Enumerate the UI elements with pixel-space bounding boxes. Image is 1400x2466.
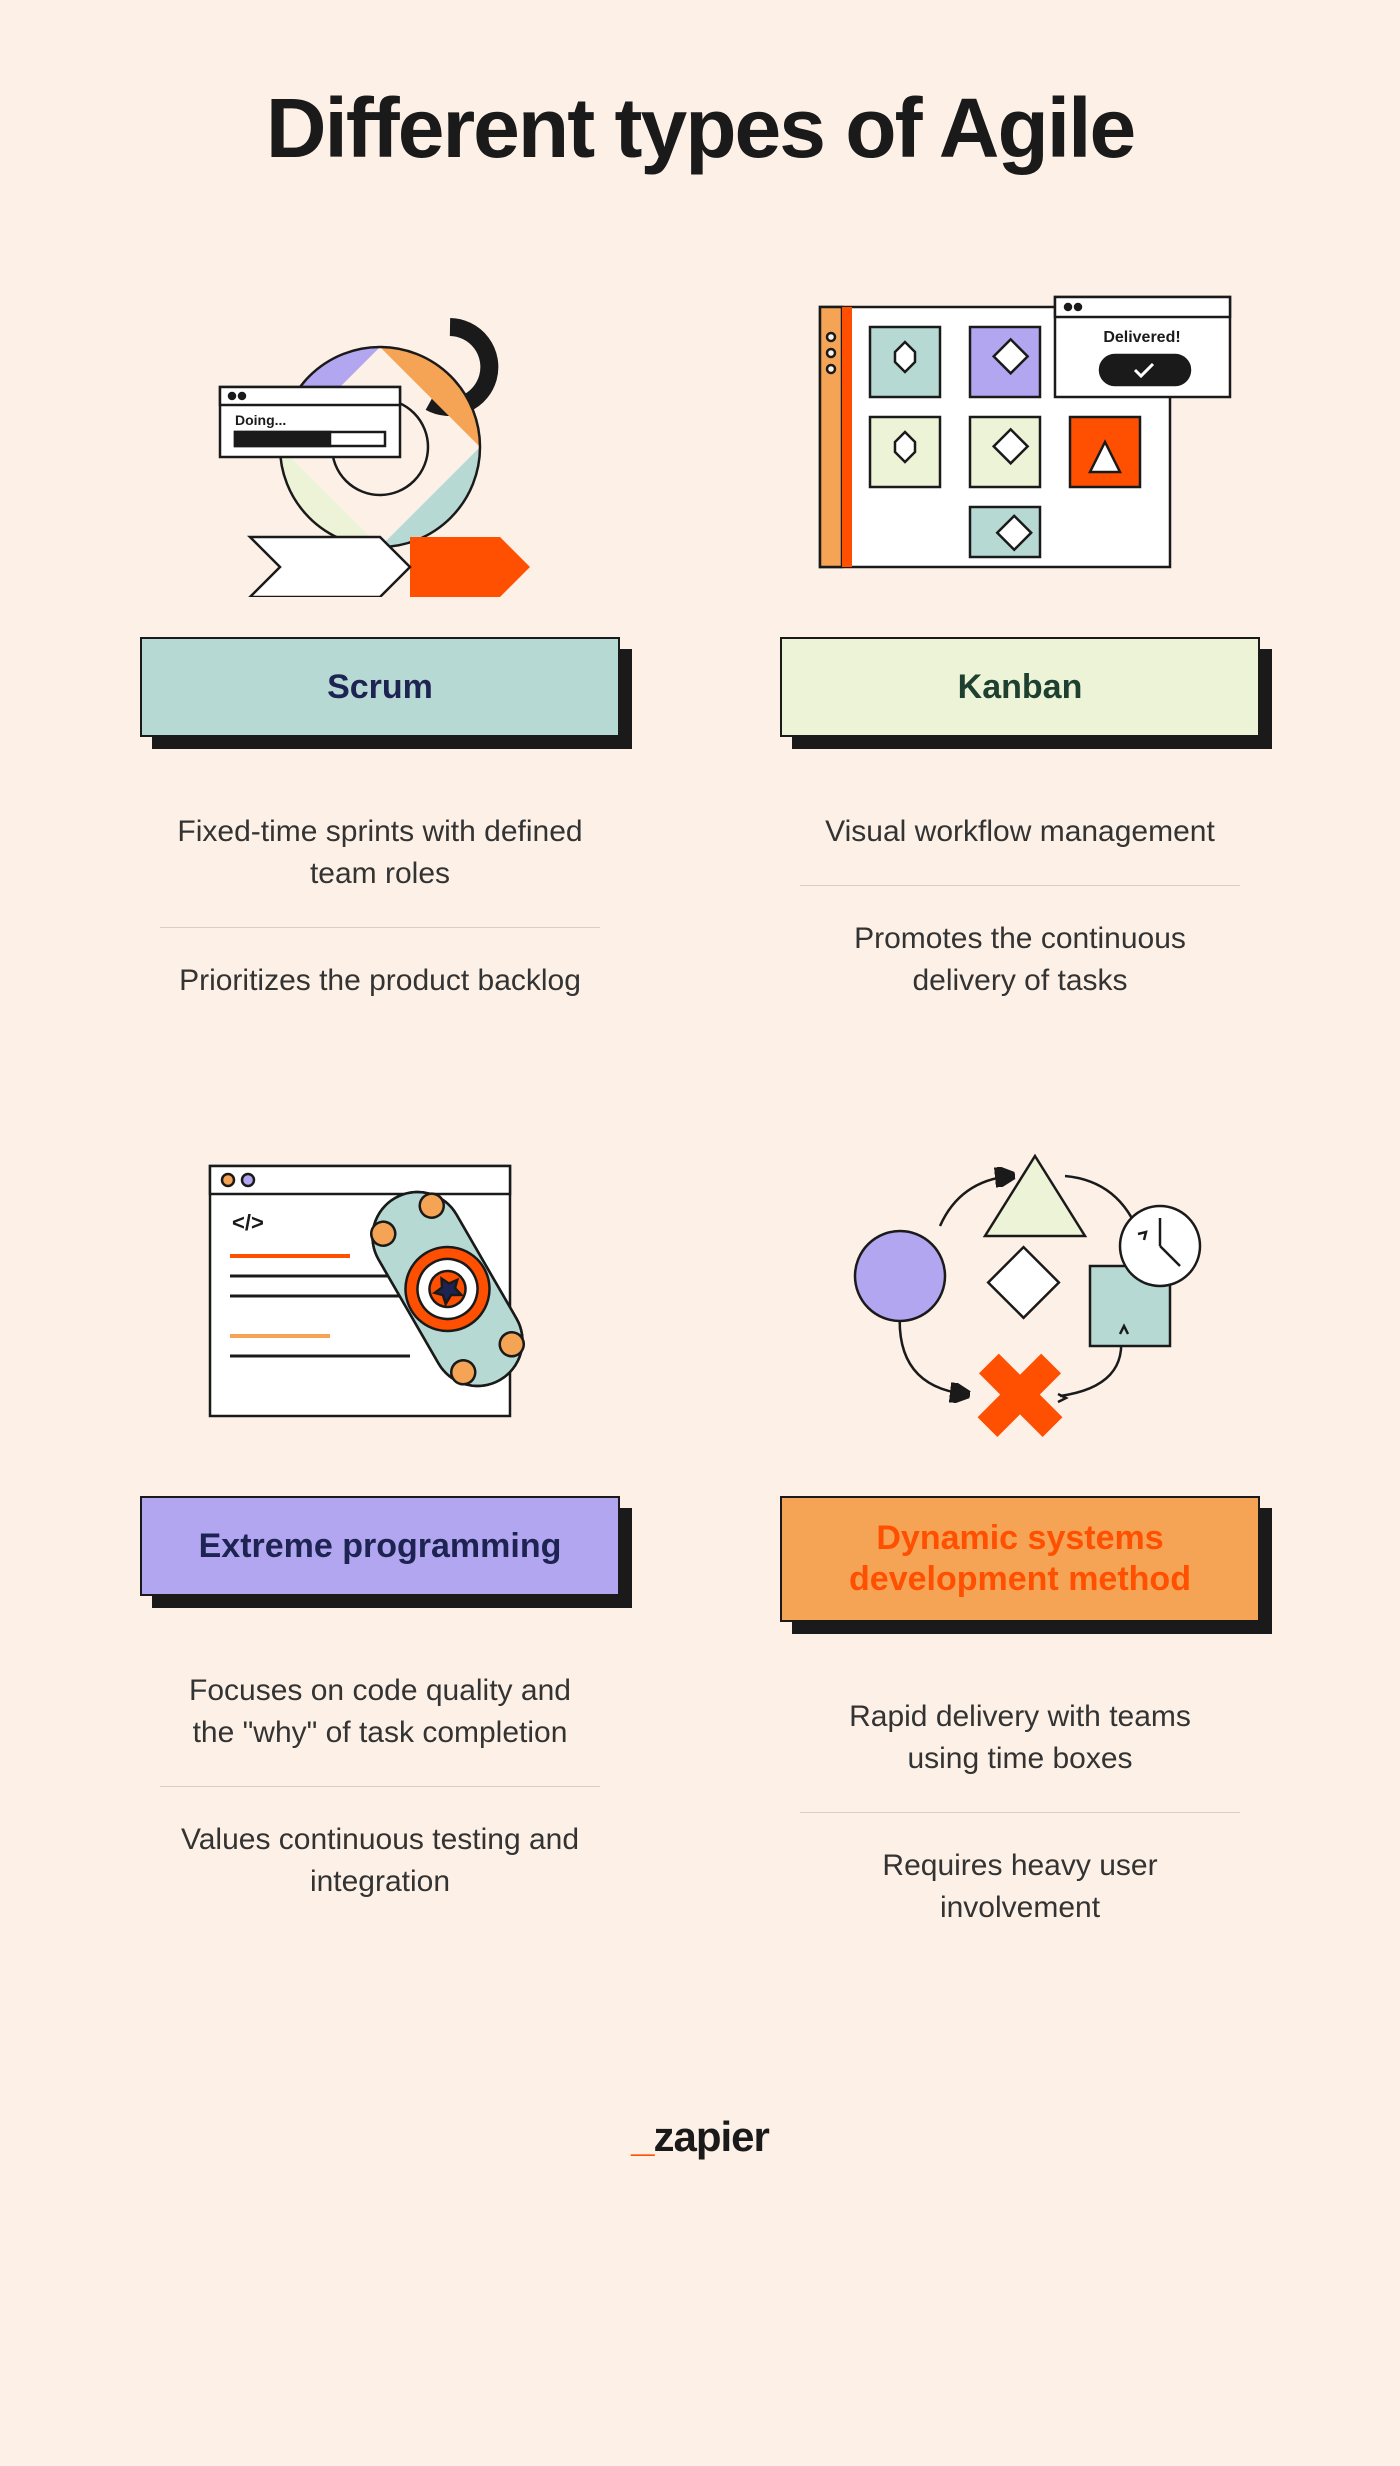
divider: [800, 1812, 1240, 1813]
divider: [800, 885, 1240, 886]
point-text: Visual workflow management: [800, 787, 1240, 877]
card-xp: </> Extreme programming Focuses on code …: [100, 1126, 660, 1953]
point-text: Prioritizes the product backlog: [160, 936, 600, 1026]
point-text: Promotes the continuous delivery of task…: [800, 894, 1240, 1026]
kanban-points: Visual workflow management Promotes the …: [800, 787, 1240, 1026]
cards-grid: Doing... Scrum Fixed-time sprints with d…: [100, 267, 1300, 1953]
scrum-label: Scrum: [140, 637, 620, 737]
page-title: Different types of Agile: [100, 80, 1300, 177]
brand-underscore: _: [631, 2113, 653, 2160]
card-dsdm: Dynamic systems development method Rapid…: [740, 1126, 1300, 1953]
dsdm-points: Rapid delivery with teams using time box…: [800, 1672, 1240, 1953]
brand-name: zapier: [653, 2113, 768, 2160]
dsdm-label-wrap: Dynamic systems development method: [780, 1496, 1260, 1622]
footer-brand: _zapier: [100, 2113, 1300, 2161]
dsdm-label: Dynamic systems development method: [780, 1496, 1260, 1622]
card-kanban: Delivered! Kanban Visual workflow manage…: [740, 267, 1300, 1026]
kanban-label: Kanban: [780, 637, 1260, 737]
kanban-illustration: Delivered!: [740, 267, 1300, 597]
xp-points: Focuses on code quality and the "why" of…: [160, 1646, 600, 1927]
xp-label-wrap: Extreme programming: [140, 1496, 620, 1596]
delivered-label: Delivered!: [1103, 329, 1180, 346]
scrum-label-wrap: Scrum: [140, 637, 620, 737]
divider: [160, 927, 600, 928]
point-text: Focuses on code quality and the "why" of…: [160, 1646, 600, 1778]
scrum-illustration: Doing...: [100, 267, 660, 597]
doing-label: Doing...: [235, 412, 286, 428]
xp-illustration: </>: [100, 1126, 660, 1456]
code-tag: </>: [232, 1210, 264, 1235]
kanban-label-wrap: Kanban: [780, 637, 1260, 737]
point-text: Fixed-time sprints with defined team rol…: [160, 787, 600, 919]
point-text: Rapid delivery with teams using time box…: [800, 1672, 1240, 1804]
point-text: Values continuous testing and integratio…: [160, 1795, 600, 1927]
scrum-points: Fixed-time sprints with defined team rol…: [160, 787, 600, 1026]
card-scrum: Doing... Scrum Fixed-time sprints with d…: [100, 267, 660, 1026]
xp-label: Extreme programming: [140, 1496, 620, 1596]
point-text: Requires heavy user involvement: [800, 1821, 1240, 1953]
divider: [160, 1786, 600, 1787]
dsdm-illustration: [740, 1126, 1300, 1456]
